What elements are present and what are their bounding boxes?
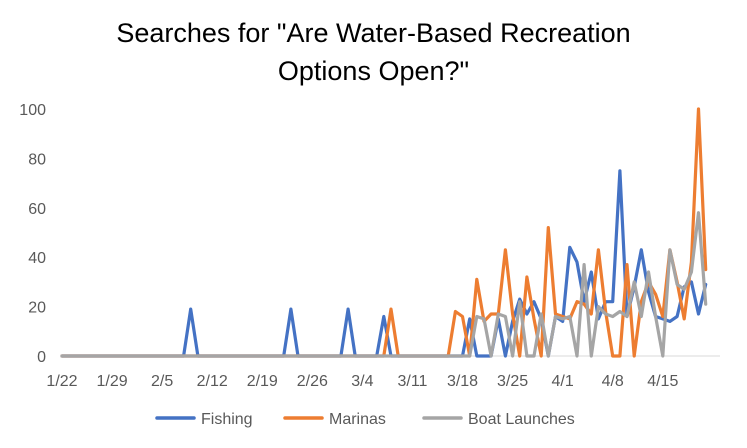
y-tick-label: 20 bbox=[28, 300, 46, 317]
x-tick-label: 2/12 bbox=[197, 373, 228, 390]
x-tick-label: 3/18 bbox=[447, 373, 478, 390]
y-tick-label: 100 bbox=[19, 102, 46, 119]
x-tick-label: 4/8 bbox=[602, 373, 624, 390]
x-tick-label: 4/15 bbox=[647, 373, 678, 390]
series-line-boat-launches bbox=[60, 211, 708, 358]
x-tick-label: 2/26 bbox=[297, 373, 328, 390]
y-tick-label: 60 bbox=[28, 201, 46, 218]
x-tick-label: 2/19 bbox=[247, 373, 278, 390]
legend-label-boat-launches: Boat Launches bbox=[468, 411, 575, 428]
x-tick-label: 1/29 bbox=[96, 373, 127, 390]
x-tick-label: 3/11 bbox=[397, 373, 427, 390]
chart-title-line-2: Options Open?" bbox=[277, 56, 470, 86]
y-tick-label: 0 bbox=[37, 349, 46, 366]
chart-title-line-1: Searches for "Are Water-Based Recreation bbox=[116, 18, 631, 48]
y-tick-label: 80 bbox=[28, 151, 46, 168]
legend-label-marinas: Marinas bbox=[329, 411, 386, 428]
x-tick-label: 2/5 bbox=[151, 373, 173, 390]
x-tick-label: 4/1 bbox=[552, 373, 574, 390]
legend-label-fishing: Fishing bbox=[201, 411, 253, 428]
x-tick-label: 1/22 bbox=[46, 373, 77, 390]
y-tick-label: 40 bbox=[28, 250, 46, 267]
x-tick-label: 3/4 bbox=[351, 373, 373, 390]
chart-title: Searches for "Are Water-Based Recreation… bbox=[0, 14, 747, 90]
series-line-marinas bbox=[60, 107, 708, 358]
x-tick-label: 3/25 bbox=[497, 373, 528, 390]
